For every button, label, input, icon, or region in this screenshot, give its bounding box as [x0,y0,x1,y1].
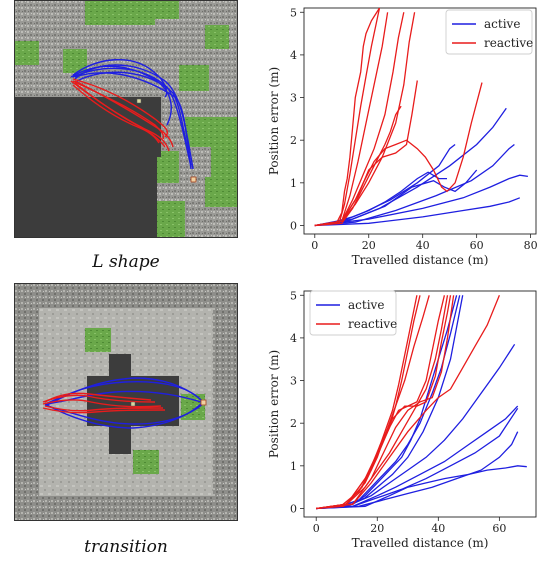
x-tick-label: 60 [492,522,506,535]
trajectories-2 [42,377,204,429]
y-tick-label: 0 [290,219,297,232]
legend: active reactive [445,9,533,55]
goal-marker [190,176,197,183]
y-tick-label: 4 [290,49,297,62]
series-lines [314,8,528,227]
active-run-7 [314,169,478,227]
legend-label-reactive: reactive [348,317,397,331]
reactive-run-7 [314,82,483,227]
x-tick-label: 0 [313,522,320,535]
x-tick-label: 80 [524,239,538,252]
plot-transition: 0 20 40 60 0 1 2 3 4 5 Travelled distance (m) Posit… [260,283,548,563]
active-run-8 [316,465,527,510]
reactive-run-3 [314,12,389,227]
y-tick-label: 3 [290,375,297,388]
active-run-6 [316,407,519,510]
map-l-shape [14,0,238,238]
y-tick-label: 0 [290,502,297,515]
reactive-run-4 [314,12,405,227]
legend-label-active: active [348,298,384,312]
reactive-run-1 [314,8,381,227]
y-tick-label: 2 [290,417,297,430]
x-axis-label: Travelled distance (m) [352,253,489,267]
map-transition [14,283,238,521]
start-marker-2 [130,401,136,407]
error-chart-l-shape: 0 20 40 60 80 0 1 2 3 4 5 Travelled distance (m) Pos… [267,6,538,267]
dark-block [15,97,157,237]
y-tick-label: 5 [290,289,297,302]
active-run-5 [314,174,528,227]
x-tick-label: 20 [362,239,376,252]
caption-transition: transition [84,537,168,557]
y-tick-label: 1 [290,177,297,190]
reactive-run-3 [316,295,430,510]
series-lines [316,295,527,510]
start-marker [136,98,142,104]
trajectories [70,59,194,170]
active-run-4 [316,343,516,510]
active-run-5 [316,405,519,510]
y-tick-label: 4 [290,332,297,345]
legend-label-active: active [484,17,520,31]
caption-l-shape: L shape [92,252,160,272]
legend-label-reactive: reactive [484,36,533,50]
goal-marker-2 [200,399,207,406]
x-tick-label: 40 [416,239,430,252]
plot-l-shape: 0 20 40 60 80 0 1 2 3 4 5 Travelled distance (m) Pos… [260,0,548,280]
x-axis-label: Travelled distance (m) [352,536,489,550]
reactive-run-2 [314,8,381,227]
y-tick-label: 2 [290,134,297,147]
x-tick-label: 20 [370,522,384,535]
y-axis-label: Position error (m) [267,67,281,175]
reactive-run-8 [316,295,449,510]
x-tick-label: 60 [470,239,484,252]
reactive-run-8 [314,105,402,227]
x-tick-label: 0 [311,239,318,252]
reactive-run-5 [316,295,452,510]
y-tick-label: 1 [290,460,297,473]
x-tick-label: 40 [431,522,445,535]
reactive-run-7 [316,295,501,510]
legend: active reactive [309,290,397,336]
y-axis-label: Position error (m) [267,350,281,458]
y-tick-label: 3 [290,92,297,105]
y-tick-label: 5 [290,6,297,19]
error-chart-transition: 0 20 40 60 0 1 2 3 4 5 Travelled distance (m) Posit… [267,289,537,550]
active-run-6 [314,197,521,227]
